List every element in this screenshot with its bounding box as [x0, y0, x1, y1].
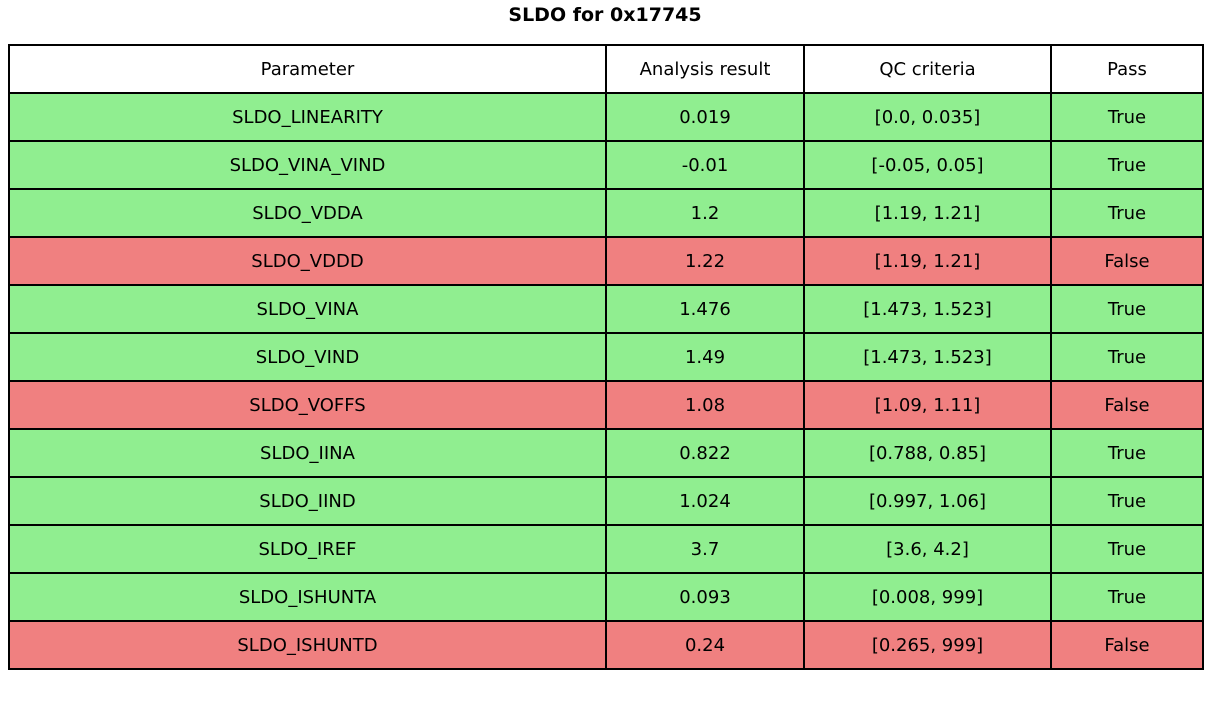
table-row: SLDO_ISHUNTA 0.093 [0.008, 999] True [8, 572, 1204, 622]
header-row: Parameter Analysis result QC criteria Pa… [8, 44, 1204, 94]
pass-cell: True [1050, 140, 1204, 190]
analysis-result-cell: 0.093 [605, 572, 805, 622]
qc-criteria-cell: [0.788, 0.85] [803, 428, 1052, 478]
pass-cell: True [1050, 476, 1204, 526]
table-row: SLDO_VDDD 1.22 [1.19, 1.21] False [8, 236, 1204, 286]
column-header-pass: Pass [1050, 44, 1204, 94]
parameter-cell: SLDO_VOFFS [8, 380, 607, 430]
table-row: SLDO_ISHUNTD 0.24 [0.265, 999] False [8, 620, 1204, 670]
column-header-qc-criteria: QC criteria [803, 44, 1052, 94]
pass-cell: False [1050, 380, 1204, 430]
table-row: SLDO_VINA 1.476 [1.473, 1.523] True [8, 284, 1204, 334]
table-row: SLDO_IIND 1.024 [0.997, 1.06] True [8, 476, 1204, 526]
parameter-cell: SLDO_VDDD [8, 236, 607, 286]
table-row: SLDO_IINA 0.822 [0.788, 0.85] True [8, 428, 1204, 478]
qc-criteria-cell: [1.19, 1.21] [803, 236, 1052, 286]
qc-criteria-cell: [-0.05, 0.05] [803, 140, 1052, 190]
pass-cell: True [1050, 332, 1204, 382]
analysis-result-cell: 1.49 [605, 332, 805, 382]
parameter-cell: SLDO_IIND [8, 476, 607, 526]
qc-criteria-cell: [1.473, 1.523] [803, 332, 1052, 382]
parameter-cell: SLDO_IREF [8, 524, 607, 574]
pass-cell: True [1050, 428, 1204, 478]
table-row: SLDO_IREF 3.7 [3.6, 4.2] True [8, 524, 1204, 574]
parameter-cell: SLDO_LINEARITY [8, 92, 607, 142]
table-row: SLDO_VINA_VIND -0.01 [-0.05, 0.05] True [8, 140, 1204, 190]
parameter-cell: SLDO_ISHUNTD [8, 620, 607, 670]
qc-criteria-cell: [0.0, 0.035] [803, 92, 1052, 142]
analysis-result-cell: 0.019 [605, 92, 805, 142]
analysis-result-cell: 3.7 [605, 524, 805, 574]
qc-criteria-cell: [1.19, 1.21] [803, 188, 1052, 238]
table-row: SLDO_LINEARITY 0.019 [0.0, 0.035] True [8, 92, 1204, 142]
qc-criteria-cell: [0.997, 1.06] [803, 476, 1052, 526]
pass-cell: True [1050, 188, 1204, 238]
table-body: SLDO_LINEARITY 0.019 [0.0, 0.035] True SLDO_… [8, 92, 1204, 670]
parameter-cell: SLDO_VDDA [8, 188, 607, 238]
analysis-result-cell: 1.22 [605, 236, 805, 286]
qc-criteria-cell: [0.265, 999] [803, 620, 1052, 670]
analysis-result-cell: 1.08 [605, 380, 805, 430]
pass-cell: False [1050, 620, 1204, 670]
qc-results-table: Parameter Analysis result QC criteria Pa… [8, 44, 1204, 670]
analysis-result-cell: 0.24 [605, 620, 805, 670]
qc-criteria-cell: [1.09, 1.11] [803, 380, 1052, 430]
analysis-result-cell: 1.476 [605, 284, 805, 334]
qc-criteria-cell: [1.473, 1.523] [803, 284, 1052, 334]
table-row: SLDO_VOFFS 1.08 [1.09, 1.11] False [8, 380, 1204, 430]
table-row: SLDO_VDDA 1.2 [1.19, 1.21] True [8, 188, 1204, 238]
pass-cell: True [1050, 524, 1204, 574]
qc-criteria-cell: [3.6, 4.2] [803, 524, 1052, 574]
parameter-cell: SLDO_VINA_VIND [8, 140, 607, 190]
table-row: SLDO_VIND 1.49 [1.473, 1.523] True [8, 332, 1204, 382]
analysis-result-cell: -0.01 [605, 140, 805, 190]
qc-criteria-cell: [0.008, 999] [803, 572, 1052, 622]
column-header-parameter: Parameter [8, 44, 607, 94]
pass-cell: True [1050, 284, 1204, 334]
analysis-result-cell: 0.822 [605, 428, 805, 478]
figure-title: SLDO for 0x17745 [508, 4, 702, 26]
pass-cell: True [1050, 92, 1204, 142]
parameter-cell: SLDO_VINA [8, 284, 607, 334]
analysis-result-cell: 1.2 [605, 188, 805, 238]
parameter-cell: SLDO_IINA [8, 428, 607, 478]
column-header-analysis-result: Analysis result [605, 44, 805, 94]
pass-cell: True [1050, 572, 1204, 622]
parameter-cell: SLDO_ISHUNTA [8, 572, 607, 622]
parameter-cell: SLDO_VIND [8, 332, 607, 382]
analysis-result-cell: 1.024 [605, 476, 805, 526]
pass-cell: False [1050, 236, 1204, 286]
table-header: Parameter Analysis result QC criteria Pa… [8, 44, 1204, 94]
